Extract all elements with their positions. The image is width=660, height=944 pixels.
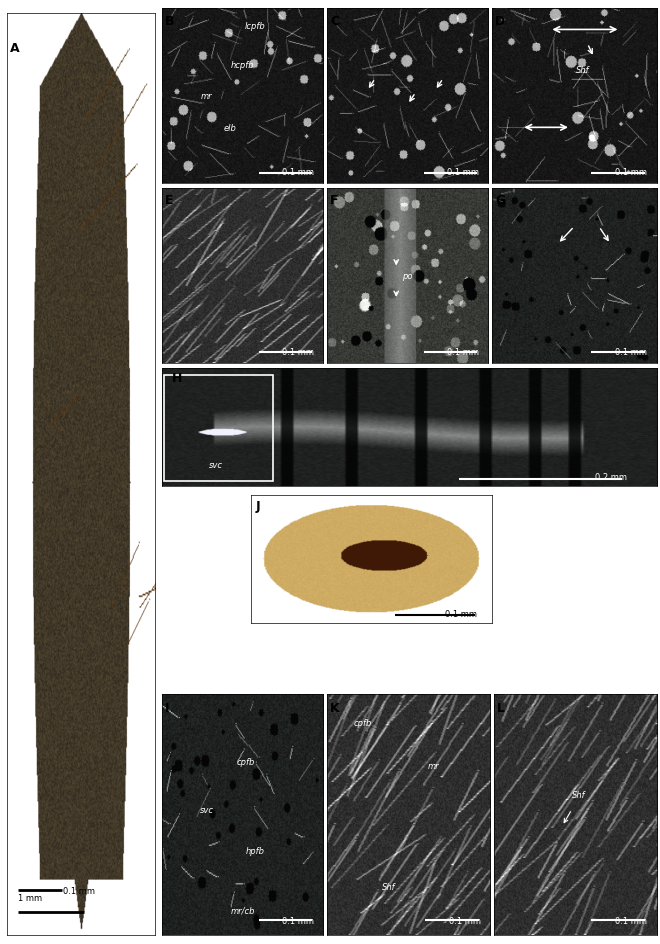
Text: 0.1 mm: 0.1 mm: [282, 916, 314, 925]
Text: hpfb: hpfb: [246, 846, 265, 855]
Text: L: L: [497, 701, 505, 714]
Text: po: po: [403, 272, 412, 280]
Text: 0.1 mm: 0.1 mm: [447, 347, 478, 357]
Text: 0.1 mm: 0.1 mm: [615, 347, 647, 357]
Text: 0.1 mm: 0.1 mm: [63, 886, 95, 895]
Text: 0.2 mm: 0.2 mm: [595, 472, 627, 481]
Text: lcpfb: lcpfb: [245, 23, 266, 31]
Text: A: A: [9, 42, 19, 55]
Text: 0.1 mm: 0.1 mm: [282, 168, 314, 177]
Text: 1 mm: 1 mm: [18, 893, 43, 902]
Text: Shf: Shf: [382, 882, 396, 891]
Text: 0.1 mm: 0.1 mm: [615, 168, 647, 177]
Text: C: C: [330, 15, 339, 27]
Text: B: B: [165, 15, 174, 27]
Bar: [164, 375, 273, 481]
Text: 0.1 mm: 0.1 mm: [447, 168, 478, 177]
Text: G: G: [495, 194, 506, 207]
Text: 0.1 mm: 0.1 mm: [282, 347, 314, 357]
Text: mr: mr: [201, 93, 213, 101]
Text: svc: svc: [200, 805, 214, 814]
Text: 0.1 mm: 0.1 mm: [446, 609, 477, 618]
Text: mr: mr: [427, 762, 439, 770]
Text: K: K: [330, 701, 340, 714]
Text: I: I: [165, 701, 170, 714]
Text: D: D: [495, 15, 506, 27]
Text: E: E: [165, 194, 174, 207]
Text: F: F: [330, 194, 339, 207]
Text: cpfb: cpfb: [236, 757, 255, 766]
Text: J: J: [255, 499, 260, 513]
Text: 0.1 mm: 0.1 mm: [615, 916, 647, 925]
Text: H: H: [172, 372, 182, 385]
Text: svc: svc: [209, 461, 223, 469]
Text: mr/cb: mr/cb: [230, 906, 255, 915]
Text: Shf: Shf: [572, 790, 585, 800]
Text: cpfb: cpfb: [354, 718, 372, 727]
Text: elb: elb: [223, 124, 236, 133]
Text: Shf: Shf: [576, 66, 589, 76]
Text: 0.1 mm: 0.1 mm: [449, 916, 480, 925]
Text: hcpfb: hcpfb: [231, 60, 254, 70]
